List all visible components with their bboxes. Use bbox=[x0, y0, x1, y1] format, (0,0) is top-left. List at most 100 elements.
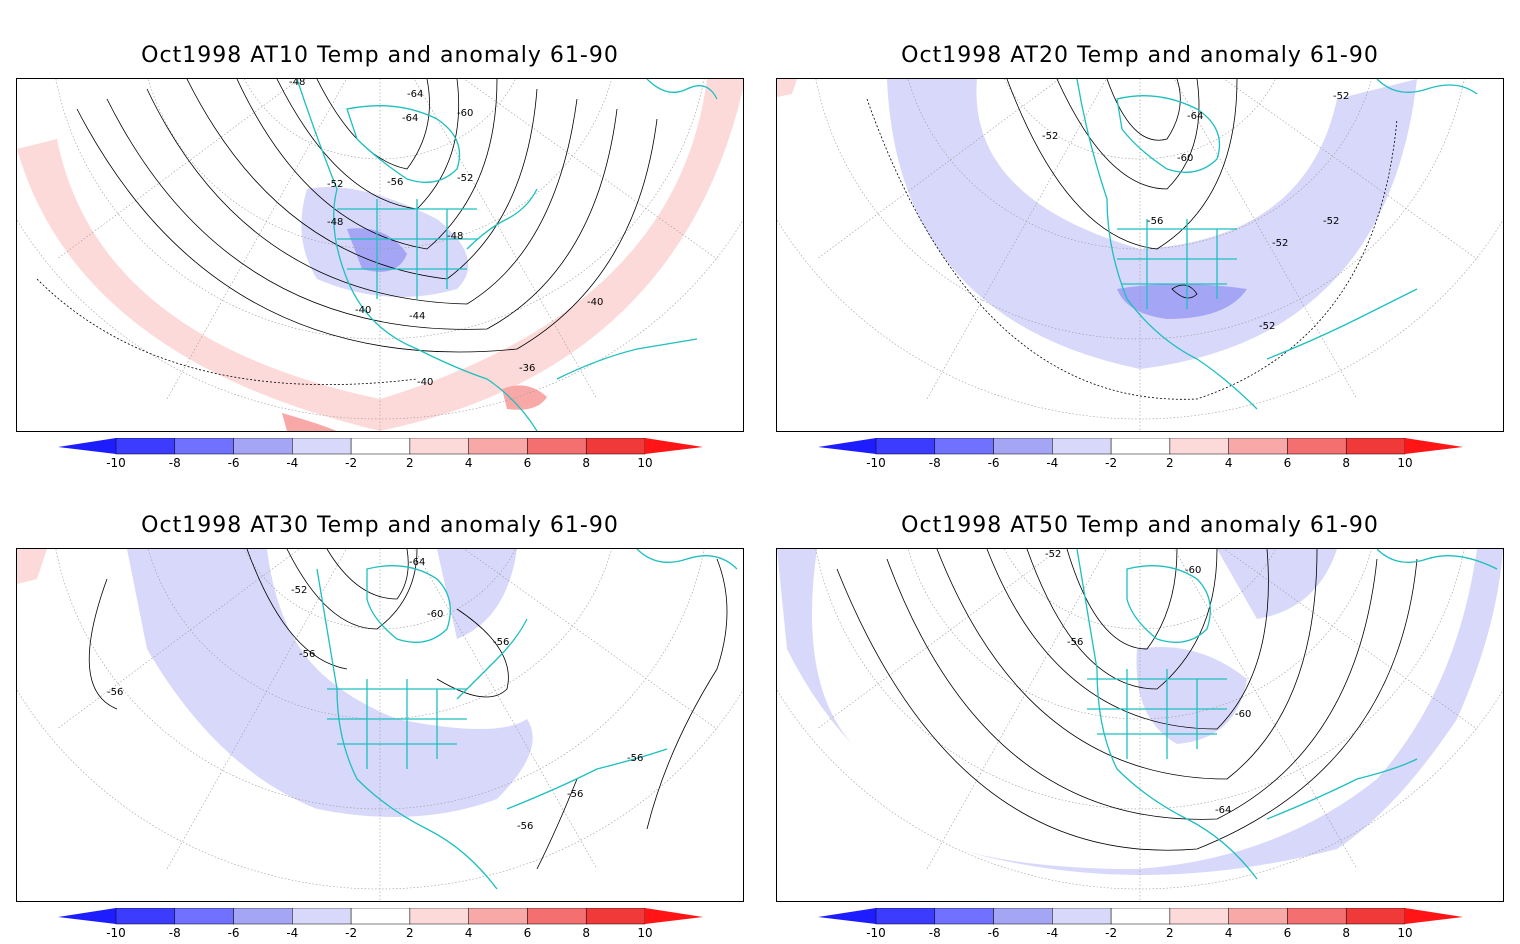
svg-text:-48: -48 bbox=[327, 217, 343, 228]
colorbar-segment bbox=[1169, 438, 1229, 455]
colorbar-tick-label: 6 bbox=[1283, 456, 1292, 470]
map-at30: -64 -52 -60 -56 -56 -56 -56 -56 -56 bbox=[16, 548, 744, 902]
svg-text:-52: -52 bbox=[1259, 321, 1275, 332]
colorbar-tick-label: 6 bbox=[523, 456, 532, 470]
colorbar-segment bbox=[174, 438, 234, 455]
colorbar-segment bbox=[875, 438, 936, 455]
contour-labels: -48 -64 -64 -60 -52 -56 -52 -48 -48 -44 … bbox=[289, 79, 603, 388]
colorbar: -10 -8 -6 -4 -2 2 4 6 8 10 bbox=[58, 438, 703, 474]
colorbar-tick-label: 2 bbox=[1166, 926, 1174, 940]
svg-text:-56: -56 bbox=[299, 649, 315, 660]
colorbar-segment bbox=[993, 908, 1053, 925]
svg-text:-60: -60 bbox=[1235, 709, 1251, 720]
colorbar-segment bbox=[1228, 908, 1288, 925]
svg-text:-64: -64 bbox=[1215, 805, 1231, 816]
colorbar-tick-label: 6 bbox=[1283, 926, 1292, 940]
svg-text:-52: -52 bbox=[1323, 216, 1339, 227]
colorbar-segment bbox=[174, 908, 234, 925]
svg-text:-52: -52 bbox=[457, 173, 473, 184]
colorbar-segment bbox=[527, 908, 587, 925]
panel-at50: Oct1998 AT50 Temp and anomaly 61-90 bbox=[776, 470, 1504, 940]
svg-text:-52: -52 bbox=[327, 179, 343, 190]
colorbar-segment bbox=[350, 438, 411, 455]
colorbar-segment bbox=[350, 908, 411, 925]
contour-labels: -64 -52 -60 -56 -56 -56 -56 -56 -56 bbox=[107, 557, 643, 832]
cool-anomaly-band bbox=[887, 79, 1417, 369]
svg-text:-56: -56 bbox=[387, 177, 403, 188]
colorbar-tick-label: -2 bbox=[1105, 456, 1118, 470]
colorbar-tick-label: -4 bbox=[1046, 926, 1059, 940]
svg-text:-40: -40 bbox=[417, 377, 433, 388]
colorbar-tick-label: -6 bbox=[987, 456, 1000, 470]
colorbar: -10 -8 -6 -4 -2 2 4 6 8 10 bbox=[818, 438, 1463, 474]
svg-text:-60: -60 bbox=[457, 108, 473, 119]
colorbar-segment bbox=[409, 438, 469, 455]
colorbar-tick-label: 6 bbox=[523, 926, 532, 940]
svg-text:-52: -52 bbox=[1045, 549, 1061, 560]
colorbar-tick-label: -10 bbox=[106, 926, 126, 940]
colorbar-segment bbox=[1110, 908, 1171, 925]
svg-text:-64: -64 bbox=[407, 89, 423, 100]
svg-text:-36: -36 bbox=[519, 363, 535, 374]
colorbar-segment bbox=[409, 908, 469, 925]
colorbar-segment bbox=[1169, 908, 1229, 925]
svg-text:-40: -40 bbox=[355, 305, 371, 316]
colorbar-tick-label: -10 bbox=[106, 456, 126, 470]
colorbar-tick-label: -6 bbox=[227, 456, 240, 470]
colorbar-segment bbox=[1052, 438, 1112, 455]
colorbar-tick-label: -8 bbox=[168, 456, 181, 470]
colorbar-segment bbox=[1110, 438, 1171, 455]
colorbar-tick-label: 2 bbox=[406, 456, 414, 470]
svg-text:-60: -60 bbox=[427, 609, 443, 620]
contour-labels: -52 -52 -64 -60 -56 -52 -52 -52 bbox=[1042, 91, 1349, 332]
colorbar-tick-label: 10 bbox=[1397, 926, 1413, 940]
colorbar-segment bbox=[993, 438, 1053, 455]
colorbar-tick-label: 10 bbox=[637, 926, 653, 940]
colorbar-segment bbox=[934, 908, 994, 925]
panel-at30: Oct1998 AT30 Temp and anomaly 61-90 bbox=[16, 470, 744, 940]
colorbar-segment bbox=[115, 908, 176, 925]
svg-text:-40: -40 bbox=[587, 297, 603, 308]
colorbar-tick-label: 2 bbox=[1166, 456, 1174, 470]
colorbar-segment bbox=[934, 438, 994, 455]
colorbar-segment bbox=[233, 908, 293, 925]
contour-labels: -52 -60 -56 -60 -64 bbox=[1045, 549, 1251, 816]
colorbar-tick-label: -4 bbox=[1046, 456, 1059, 470]
svg-text:-56: -56 bbox=[1147, 216, 1163, 227]
colorbar-segment bbox=[1345, 438, 1406, 455]
colorbar-tick-label: -4 bbox=[286, 926, 299, 940]
svg-text:-56: -56 bbox=[1067, 637, 1083, 648]
svg-text:-64: -64 bbox=[402, 113, 418, 124]
colorbar-tick-label: 4 bbox=[1224, 926, 1233, 940]
colorbar-arrow-left bbox=[818, 438, 876, 454]
colorbar: -10 -8 -6 -4 -2 2 4 6 8 10 bbox=[818, 908, 1463, 944]
colorbar-tick-label: -2 bbox=[345, 926, 358, 940]
colorbar-segment bbox=[292, 438, 352, 455]
svg-text:-56: -56 bbox=[493, 637, 509, 648]
colorbar-tick-label: 4 bbox=[1224, 456, 1233, 470]
colorbar-segment bbox=[115, 438, 176, 455]
colorbar-arrow-right bbox=[645, 438, 703, 454]
colorbar-tick-label: 8 bbox=[582, 926, 591, 940]
svg-text:-48: -48 bbox=[447, 231, 463, 242]
colorbar: -10 -8 -6 -4 -2 2 4 6 8 10 bbox=[58, 908, 703, 944]
svg-text:-52: -52 bbox=[1042, 131, 1058, 142]
panel-title: Oct1998 AT10 Temp and anomaly 61-90 bbox=[141, 43, 619, 68]
colorbar-tick-label: -6 bbox=[987, 926, 1000, 940]
svg-text:-60: -60 bbox=[1185, 565, 1201, 576]
colorbar-segment bbox=[1287, 908, 1347, 925]
svg-text:-56: -56 bbox=[627, 753, 643, 764]
colorbar-segment bbox=[1287, 438, 1347, 455]
colorbar-tick-label: -8 bbox=[168, 926, 181, 940]
map-at50: -52 -60 -56 -60 -64 bbox=[776, 548, 1504, 902]
svg-text:-52: -52 bbox=[1272, 238, 1288, 249]
colorbar-tick-label: -8 bbox=[928, 926, 941, 940]
colorbar-tick-label: -6 bbox=[227, 926, 240, 940]
svg-text:-56: -56 bbox=[107, 687, 123, 698]
colorbar-segment bbox=[585, 908, 646, 925]
colorbar-arrow-left bbox=[58, 908, 116, 924]
colorbar-tick-label: 8 bbox=[1342, 926, 1351, 940]
colorbar-tick-label: 10 bbox=[1397, 456, 1413, 470]
colorbar-arrow-right bbox=[645, 908, 703, 924]
cool-anomaly-band bbox=[127, 549, 533, 817]
